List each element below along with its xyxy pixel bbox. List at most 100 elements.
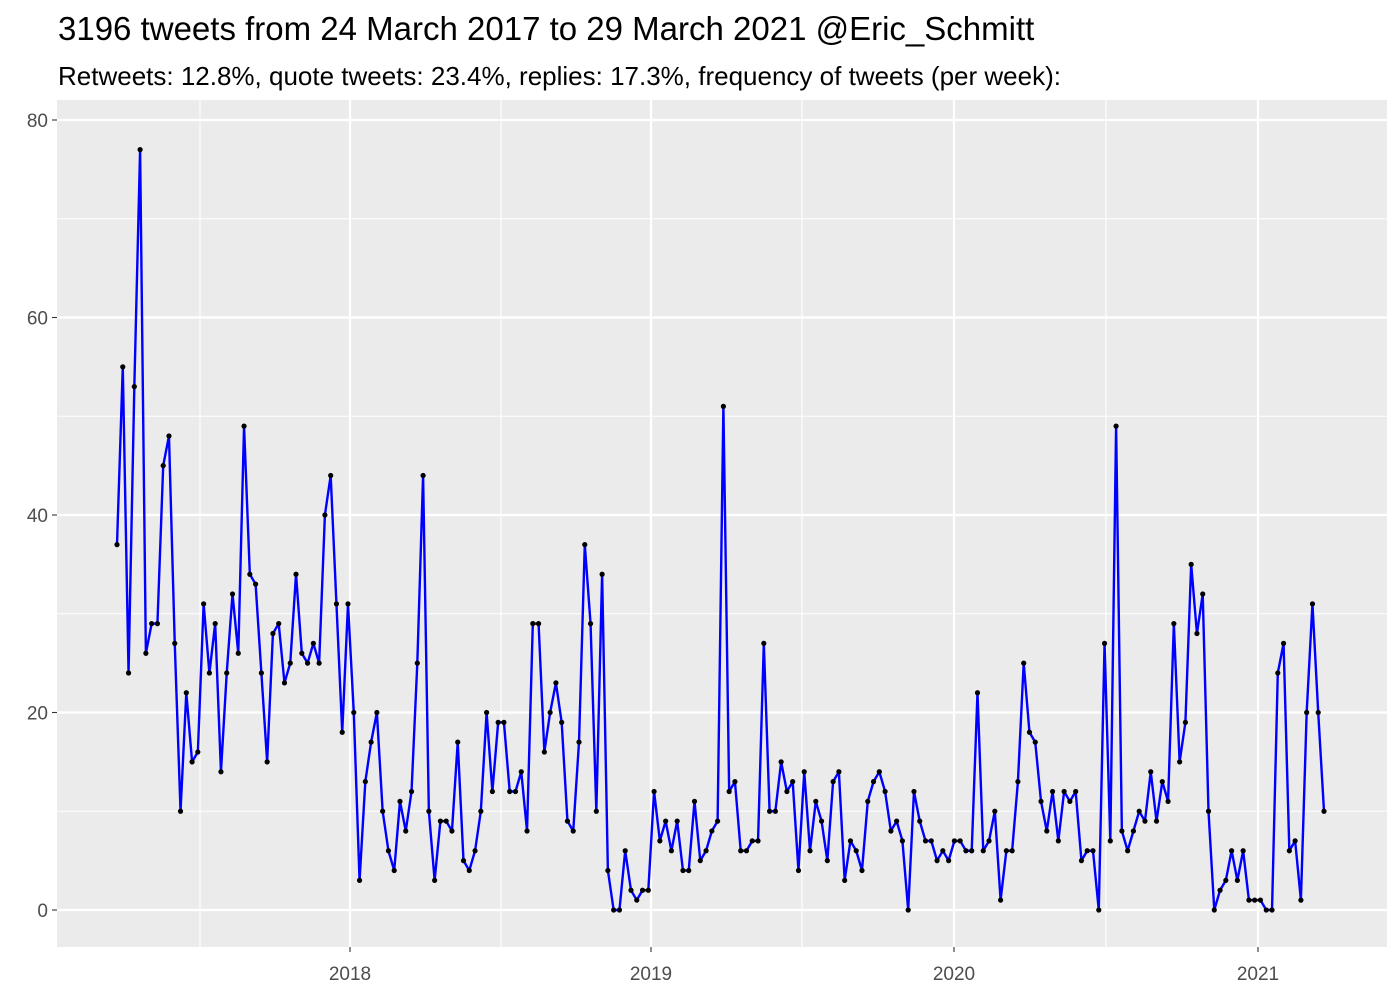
data-point xyxy=(125,670,132,676)
data-point xyxy=(380,808,386,814)
data-point xyxy=(1217,887,1223,893)
data-point xyxy=(1182,719,1188,725)
data-point xyxy=(570,828,576,834)
data-point xyxy=(986,838,992,844)
data-point xyxy=(801,769,807,775)
data-point xyxy=(934,858,940,864)
data-point xyxy=(501,719,507,725)
data-point xyxy=(559,719,565,725)
data-point xyxy=(512,788,519,795)
data-point xyxy=(253,581,259,587)
data-point xyxy=(408,788,415,795)
data-point xyxy=(1171,621,1177,627)
data-point xyxy=(928,838,934,844)
data-point xyxy=(865,798,871,804)
data-point xyxy=(484,709,490,716)
data-point xyxy=(587,621,594,627)
data-point xyxy=(229,591,236,597)
x-tick-label: 2019 xyxy=(630,964,672,985)
data-point xyxy=(455,739,461,745)
data-point xyxy=(345,601,351,607)
data-point xyxy=(824,858,830,864)
minor-gridlines xyxy=(57,100,1387,947)
data-point xyxy=(1321,808,1327,814)
data-point xyxy=(1096,907,1102,913)
data-point xyxy=(1159,779,1165,785)
data-point xyxy=(131,384,137,390)
data-point xyxy=(564,818,571,824)
data-point xyxy=(281,680,288,686)
data-point xyxy=(172,640,178,646)
data-point xyxy=(605,867,611,874)
data-point xyxy=(622,848,628,854)
data-point xyxy=(1090,848,1096,854)
data-point xyxy=(137,147,143,153)
data-point xyxy=(553,680,559,686)
data-point xyxy=(611,907,617,913)
data-point xyxy=(218,769,224,775)
data-point xyxy=(882,788,888,795)
data-point xyxy=(755,838,761,844)
data-point xyxy=(969,848,975,854)
data-point xyxy=(466,867,472,874)
y-tick-label: 60 xyxy=(27,309,48,330)
data-point xyxy=(1211,907,1217,913)
data-point xyxy=(1107,838,1113,844)
data-point xyxy=(460,858,467,864)
data-point xyxy=(1015,779,1021,785)
data-point xyxy=(276,621,282,627)
data-point xyxy=(1315,709,1321,716)
data-point xyxy=(1073,788,1079,795)
data-point xyxy=(1038,798,1044,804)
data-point xyxy=(547,709,553,716)
data-point xyxy=(1223,877,1229,883)
data-point xyxy=(143,650,149,656)
data-point xyxy=(403,828,409,834)
x-axis: 2018 2019 2020 2021 xyxy=(329,947,1279,985)
data-point xyxy=(120,364,126,370)
data-point xyxy=(1061,788,1067,795)
data-point xyxy=(160,463,166,469)
data-point xyxy=(1153,818,1160,824)
data-point xyxy=(1078,858,1085,864)
y-tick-label: 20 xyxy=(27,704,48,725)
data-point xyxy=(351,709,357,716)
data-point xyxy=(738,848,744,854)
y-axis: 0 20 40 60 80 xyxy=(27,111,57,922)
data-point xyxy=(1044,828,1050,834)
data-point xyxy=(530,621,536,627)
data-point xyxy=(917,818,923,824)
data-point xyxy=(270,630,276,637)
data-point xyxy=(1021,660,1027,666)
data-point xyxy=(1269,907,1275,913)
data-point xyxy=(980,848,986,854)
data-point xyxy=(674,818,680,824)
data-point xyxy=(195,749,201,755)
data-point xyxy=(876,769,882,775)
data-point xyxy=(1257,897,1264,903)
data-point xyxy=(818,818,825,824)
data-point xyxy=(599,571,605,577)
data-point xyxy=(1142,818,1148,824)
data-point xyxy=(951,838,957,844)
data-point xyxy=(720,403,726,409)
data-point xyxy=(772,808,778,814)
data-point xyxy=(339,729,345,735)
data-series xyxy=(114,147,1327,913)
data-point xyxy=(1119,828,1125,834)
data-point xyxy=(432,877,438,883)
data-point xyxy=(842,877,848,883)
data-point xyxy=(356,877,363,883)
data-point xyxy=(645,887,651,893)
data-point xyxy=(414,660,420,666)
data-point xyxy=(582,542,588,548)
data-point xyxy=(703,848,709,854)
data-point xyxy=(541,749,547,755)
data-point xyxy=(299,650,305,656)
data-point xyxy=(743,848,750,854)
data-point xyxy=(778,759,784,765)
data-point xyxy=(212,621,218,627)
data-point xyxy=(397,798,403,804)
data-point xyxy=(368,739,374,745)
data-point xyxy=(154,621,161,627)
